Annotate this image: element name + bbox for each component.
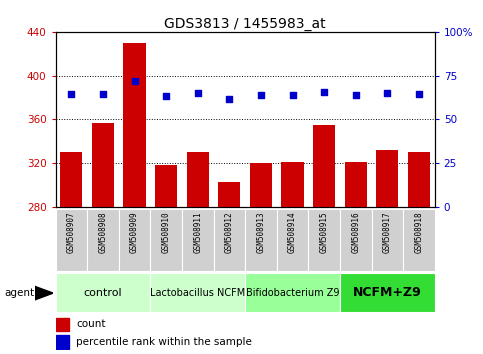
Point	[352, 92, 359, 98]
Text: Lactobacillus NCFM: Lactobacillus NCFM	[150, 288, 245, 298]
Bar	[186, 152, 209, 207]
Text: GSM508913: GSM508913	[256, 211, 266, 253]
Text: GSM508917: GSM508917	[383, 211, 392, 253]
Text: GSM508907: GSM508907	[67, 211, 76, 253]
Bar	[340, 273, 435, 313]
Bar	[403, 209, 435, 271]
Text: GSM508915: GSM508915	[320, 211, 328, 253]
Bar	[92, 123, 114, 207]
Text: GSM508909: GSM508909	[130, 211, 139, 253]
Point	[131, 78, 139, 84]
Point	[320, 89, 328, 95]
Bar	[150, 209, 182, 271]
Text: GSM508918: GSM508918	[414, 211, 424, 253]
Text: NCFM+Z9: NCFM+Z9	[353, 286, 422, 299]
Bar	[345, 162, 367, 207]
Bar	[308, 209, 340, 271]
Point	[415, 91, 423, 97]
Point	[162, 94, 170, 99]
Bar	[155, 165, 177, 207]
Bar	[56, 209, 87, 271]
Point	[99, 91, 107, 97]
Text: percentile rank within the sample: percentile rank within the sample	[76, 337, 252, 347]
Text: count: count	[76, 319, 106, 329]
Bar	[60, 152, 83, 207]
Point	[194, 90, 201, 96]
Bar	[218, 182, 241, 207]
Bar	[56, 318, 69, 331]
Bar	[119, 209, 150, 271]
Point	[226, 96, 233, 102]
Bar	[340, 209, 371, 271]
Text: GSM508914: GSM508914	[288, 211, 297, 253]
Bar	[213, 209, 245, 271]
Polygon shape	[35, 286, 53, 300]
Bar	[408, 152, 430, 207]
Bar	[250, 163, 272, 207]
Bar	[182, 209, 213, 271]
Bar	[313, 125, 335, 207]
Text: agent: agent	[5, 288, 35, 298]
Point	[384, 90, 391, 96]
Bar	[376, 150, 398, 207]
Bar	[56, 273, 150, 313]
Title: GDS3813 / 1455983_at: GDS3813 / 1455983_at	[164, 17, 326, 31]
Bar	[371, 209, 403, 271]
Point	[257, 92, 265, 98]
Bar	[277, 209, 308, 271]
Text: GSM508911: GSM508911	[193, 211, 202, 253]
Point	[289, 92, 297, 98]
Bar	[56, 335, 69, 349]
Bar	[124, 43, 145, 207]
Bar	[87, 209, 119, 271]
Text: GSM508910: GSM508910	[162, 211, 170, 253]
Text: GSM508908: GSM508908	[99, 211, 107, 253]
Bar	[282, 162, 304, 207]
Text: control: control	[84, 288, 122, 298]
Bar	[150, 273, 245, 313]
Text: GSM508916: GSM508916	[351, 211, 360, 253]
Point	[68, 91, 75, 97]
Text: GSM508912: GSM508912	[225, 211, 234, 253]
Bar	[245, 273, 340, 313]
Text: Bifidobacterium Z9: Bifidobacterium Z9	[246, 288, 339, 298]
Bar	[245, 209, 277, 271]
